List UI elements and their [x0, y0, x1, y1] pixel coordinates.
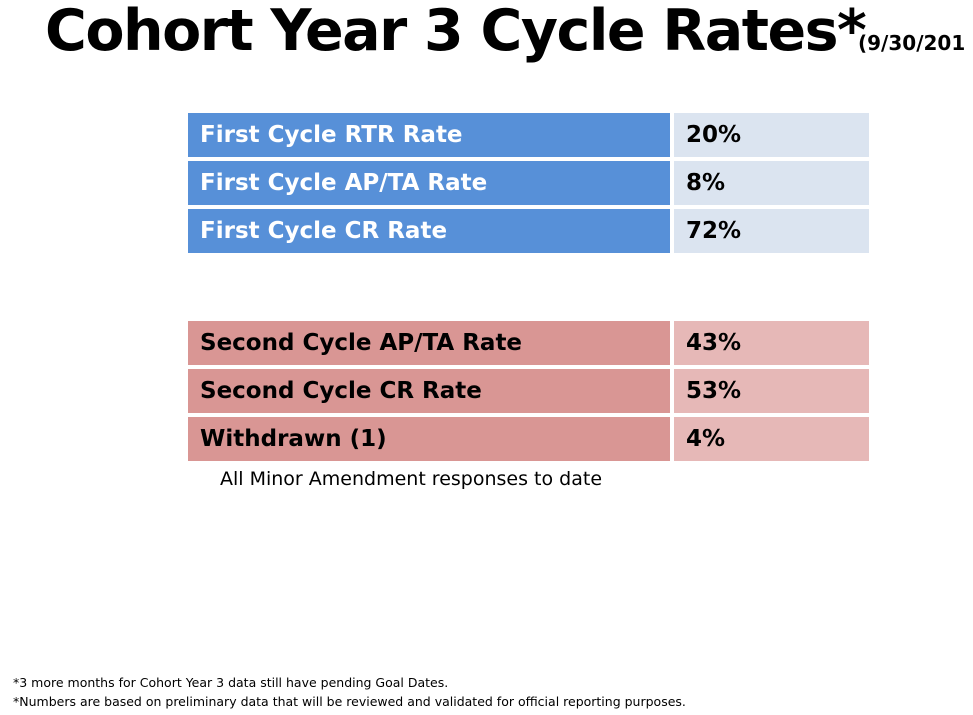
footnote-preliminary-data: *Numbers are based on preliminary data t…	[13, 694, 686, 709]
page-title: Cohort Year 3 Cycle Rates*	[45, 0, 867, 64]
table-row: Second Cycle AP/TA Rate 43%	[188, 321, 869, 365]
first-cycle-apta-value: 8%	[674, 161, 869, 205]
first-cycle-cr-label: First Cycle CR Rate	[188, 209, 670, 253]
second-cycle-cr-value: 53%	[674, 369, 869, 413]
title-date: (9/30/201	[858, 31, 966, 55]
first-cycle-table: First Cycle RTR Rate 20% First Cycle AP/…	[188, 113, 869, 257]
second-cycle-cr-label: Second Cycle CR Rate	[188, 369, 670, 413]
table-row: First Cycle AP/TA Rate 8%	[188, 161, 869, 205]
table-row: First Cycle RTR Rate 20%	[188, 113, 869, 157]
table-caption: All Minor Amendment responses to date	[220, 468, 603, 490]
first-cycle-cr-value: 72%	[674, 209, 869, 253]
footnote-pending-goal-dates: *3 more months for Cohort Year 3 data st…	[13, 675, 449, 690]
first-cycle-apta-label: First Cycle AP/TA Rate	[188, 161, 670, 205]
second-cycle-table: Second Cycle AP/TA Rate 43% Second Cycle…	[188, 321, 869, 465]
table-row: Second Cycle CR Rate 53%	[188, 369, 869, 413]
table-row: First Cycle CR Rate 72%	[188, 209, 869, 253]
second-cycle-apta-value: 43%	[674, 321, 869, 365]
first-cycle-rtr-label: First Cycle RTR Rate	[188, 113, 670, 157]
second-cycle-apta-label: Second Cycle AP/TA Rate	[188, 321, 670, 365]
first-cycle-rtr-value: 20%	[674, 113, 869, 157]
table-row: Withdrawn (1) 4%	[188, 417, 869, 461]
withdrawn-label: Withdrawn (1)	[188, 417, 670, 461]
withdrawn-value: 4%	[674, 417, 869, 461]
